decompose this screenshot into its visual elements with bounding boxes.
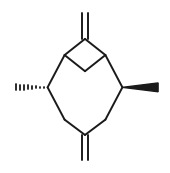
Polygon shape: [122, 83, 158, 92]
